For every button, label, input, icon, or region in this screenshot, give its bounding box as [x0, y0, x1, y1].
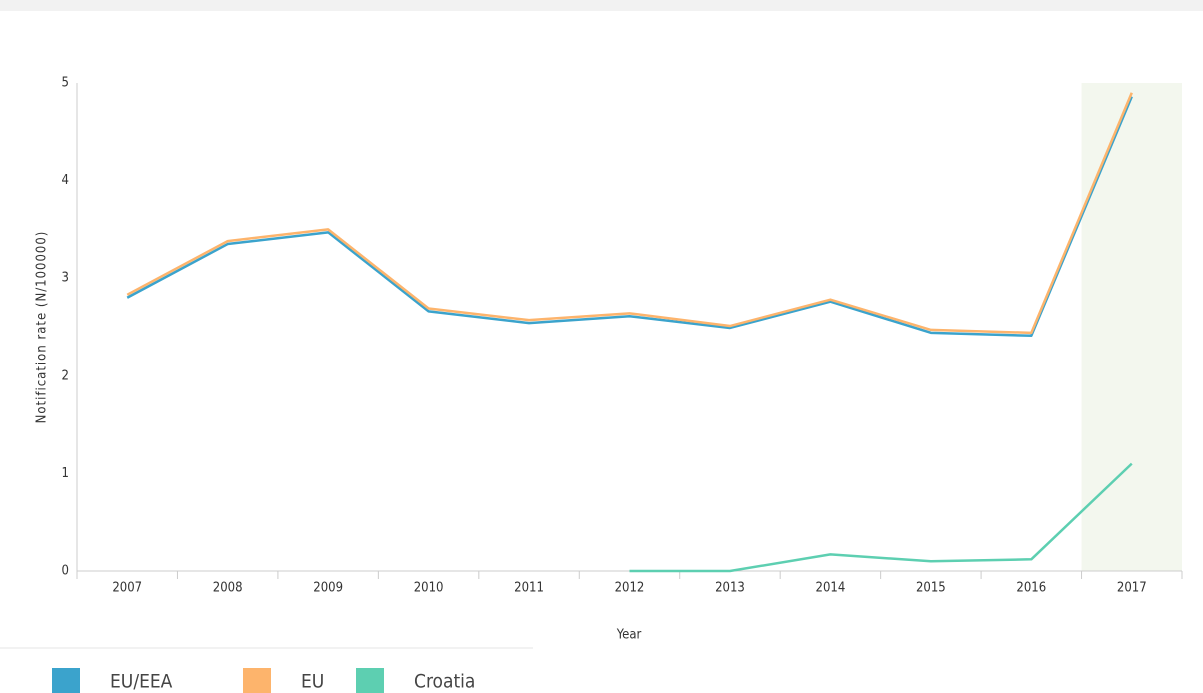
legend-swatch [243, 668, 271, 693]
y-tick-label: 5 [62, 76, 69, 91]
legend-label: EU/EEA [110, 671, 173, 693]
legend-label: EU [301, 671, 324, 693]
legend-swatch [356, 668, 384, 693]
legend-label: Croatia [414, 671, 475, 693]
x-tick-label: 2014 [816, 581, 846, 596]
legend-swatch [52, 668, 80, 693]
x-tick-label: 2015 [916, 581, 946, 596]
top-bar [0, 0, 1203, 11]
y-tick-label: 4 [62, 173, 69, 188]
x-tick-label: 2009 [313, 581, 343, 596]
highlight-band [1081, 83, 1182, 571]
x-tick-label: 2016 [1016, 581, 1046, 596]
x-tick-label: 2017 [1117, 581, 1147, 596]
x-tick-label: 2010 [414, 581, 444, 596]
y-axis-title: Notification rate (N/100000) [35, 231, 50, 424]
x-tick-label: 2013 [715, 581, 745, 596]
y-tick-label: 3 [62, 271, 69, 286]
x-tick-label: 2012 [615, 581, 645, 596]
x-tick-label: 2011 [514, 581, 544, 596]
y-tick-label: 2 [62, 368, 69, 383]
x-tick-label: 2007 [112, 581, 142, 596]
x-tick-label: 2008 [213, 581, 243, 596]
legend: EU/EEA EU Croatia [52, 668, 475, 693]
y-tick-label: 0 [62, 564, 69, 579]
x-axis-title: Year [616, 628, 642, 643]
series-line [629, 462, 1133, 573]
series-line [126, 92, 1133, 335]
series-line [126, 96, 1133, 338]
y-tick-label: 1 [62, 466, 69, 481]
